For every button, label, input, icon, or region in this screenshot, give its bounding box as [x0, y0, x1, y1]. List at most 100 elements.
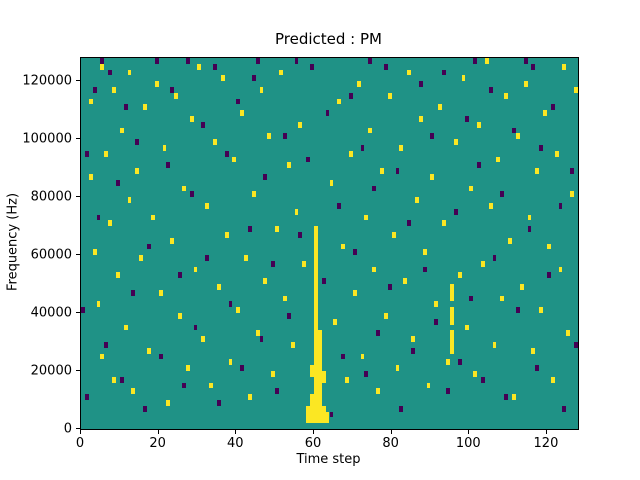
heatmap-cell — [504, 394, 509, 401]
heatmap-cell — [317, 388, 322, 395]
heatmap-cell — [317, 359, 322, 366]
heatmap-cell — [352, 249, 357, 256]
heatmap-cell — [88, 98, 93, 105]
heatmap-cell — [263, 173, 268, 180]
y-axis-label: Frequency (Hz) — [5, 192, 21, 292]
heatmap-cell — [317, 330, 322, 337]
heatmap-cell — [364, 371, 369, 377]
heatmap-cell — [162, 144, 167, 151]
heatmap-cell — [500, 295, 505, 302]
heatmap-cell — [174, 92, 179, 99]
heatmap-cell — [321, 417, 326, 424]
heatmap-cell — [372, 266, 377, 273]
x-tick-label: 0 — [75, 436, 85, 451]
heatmap-cell — [313, 272, 318, 279]
y-tick-label: 100000 — [22, 131, 72, 147]
y-tick-mark — [76, 312, 80, 314]
heatmap-cell — [313, 226, 318, 232]
heatmap-cell — [313, 371, 318, 377]
heatmap-cell — [317, 394, 322, 401]
heatmap-cell — [535, 365, 540, 372]
heatmap-cell — [399, 144, 404, 151]
heatmap-cell — [418, 115, 423, 122]
heatmap-cell — [135, 168, 140, 174]
heatmap-cell — [216, 400, 221, 406]
heatmap-cell — [178, 272, 182, 279]
heatmap-cell — [473, 371, 478, 377]
heatmap-cell — [88, 173, 93, 180]
heatmap-cell — [127, 197, 132, 203]
heatmap-cell — [189, 115, 194, 122]
heatmap-cell — [294, 208, 299, 215]
heatmap-cell — [321, 411, 326, 418]
heatmap-cell — [546, 272, 551, 279]
heatmap-cell — [313, 411, 318, 418]
heatmap-cell — [259, 86, 264, 93]
y-tick-mark — [76, 254, 80, 256]
heatmap-cell — [135, 139, 140, 145]
heatmap-cell — [100, 353, 105, 360]
heatmap-cell — [306, 411, 311, 418]
heatmap-cell — [321, 405, 326, 412]
heatmap-cell — [348, 92, 353, 99]
heatmap-cell — [511, 394, 516, 401]
heatmap-cell — [434, 318, 439, 325]
heatmap-cell — [232, 156, 237, 163]
heatmap-cell — [236, 98, 241, 105]
heatmap-cell — [220, 75, 225, 82]
heatmap-cell — [445, 388, 450, 395]
y-tick-label: 0 — [63, 421, 72, 437]
heatmap-cell — [329, 411, 334, 418]
heatmap-cell — [201, 336, 206, 343]
heatmap-cell — [310, 417, 314, 424]
heatmap-cell — [352, 289, 357, 296]
heatmap-cell — [515, 307, 520, 314]
heatmap-cell — [511, 127, 516, 134]
heatmap-cell — [539, 144, 544, 151]
heatmap-cell — [465, 115, 470, 122]
heatmap-cell — [213, 139, 217, 145]
heatmap-cell — [313, 353, 318, 360]
heatmap-cell — [313, 295, 318, 302]
x-tick-label: 20 — [149, 436, 166, 451]
y-tick-label: 40000 — [30, 305, 72, 321]
heatmap-cell — [411, 347, 415, 354]
x-tick-label: 40 — [227, 436, 244, 451]
heatmap-cell — [150, 214, 155, 221]
heatmap-cell — [313, 405, 318, 412]
heatmap-cell — [282, 133, 287, 140]
heatmap-cell — [313, 289, 318, 296]
heatmap-cell — [492, 255, 497, 261]
heatmap-cell — [267, 133, 272, 140]
heatmap-cell — [143, 405, 147, 412]
heatmap-cell — [453, 139, 458, 145]
heatmap-cell — [383, 313, 388, 319]
heatmap-cell — [123, 104, 128, 111]
x-tick-mark — [390, 430, 392, 434]
heatmap-cell — [457, 272, 462, 279]
heatmap-cell — [492, 342, 497, 348]
heatmap-cell — [317, 382, 322, 389]
heatmap-cell — [209, 382, 213, 389]
heatmap-cell — [185, 58, 190, 64]
y-tick-label: 20000 — [30, 363, 72, 379]
heatmap-cell — [550, 376, 555, 383]
heatmap-cell — [442, 220, 446, 227]
heatmap-cell — [356, 81, 361, 87]
heatmap-cell — [100, 63, 105, 70]
heatmap-cell — [181, 382, 186, 389]
heatmap-cell — [364, 214, 369, 221]
heatmap-cell — [236, 307, 241, 314]
heatmap-cell — [449, 342, 454, 348]
heatmap-cell — [104, 342, 109, 348]
heatmap-cell — [181, 185, 186, 192]
heatmap-cell — [449, 347, 454, 354]
heatmap-cell — [449, 295, 454, 302]
heatmap-cell — [317, 405, 322, 412]
heatmap-cell — [574, 342, 578, 348]
heatmap-cell — [508, 237, 512, 244]
heatmap-cell — [376, 330, 380, 337]
heatmap-cell — [317, 411, 322, 418]
heatmap-cell — [558, 266, 563, 273]
heatmap-cell — [224, 150, 229, 157]
